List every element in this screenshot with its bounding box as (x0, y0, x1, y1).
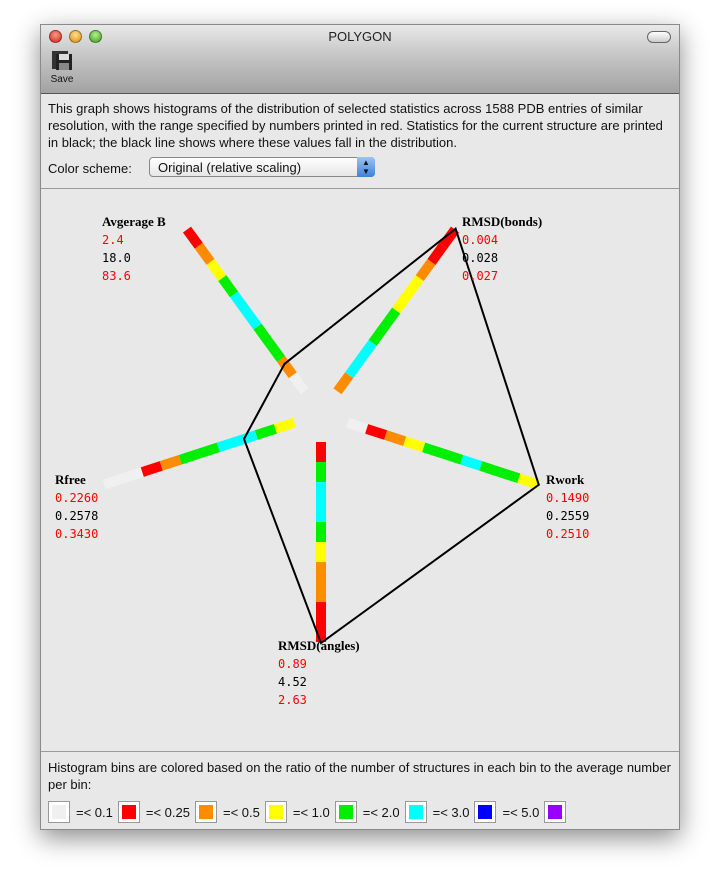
legend-label: =< 1.0 (292, 804, 330, 820)
description-panel: This graph shows histograms of the distr… (41, 94, 679, 189)
axis-value-current: 0.2578 (55, 509, 99, 523)
histogram-bin (415, 258, 436, 282)
legend-swatch (334, 801, 357, 823)
axis-value-max: 0.3430 (55, 527, 99, 541)
axis-label: Rwork (546, 472, 585, 487)
zoom-button[interactable] (89, 30, 102, 43)
legend-swatch (404, 801, 427, 823)
legend-swatch (474, 801, 497, 823)
histogram-bin (197, 442, 220, 459)
axis-value-min: 0.2260 (55, 491, 99, 505)
legend-label: =< 0.1 (76, 804, 113, 820)
color-scheme-value: Original (relative scaling) (158, 160, 302, 175)
axis-value-max: 0.027 (462, 269, 499, 283)
axis-value-max: 83.6 (102, 269, 131, 283)
histogram-bin (288, 372, 309, 395)
histogram-bin (392, 291, 413, 314)
legend-text: Histogram bins are colored based on the … (48, 760, 671, 792)
current-structure-polygon (242, 227, 540, 645)
polygon-window: POLYGON Save This graph shows histograms… (40, 24, 680, 830)
histogram-bin (178, 448, 201, 465)
save-label: Save (50, 74, 74, 85)
axis-label: Rfree (55, 472, 86, 487)
title-bar: POLYGON Save (41, 25, 679, 94)
axis-label: RMSD(angles) (278, 638, 360, 653)
axis-value-current: 0.2559 (546, 509, 590, 523)
histogram-bin (253, 323, 274, 346)
histogram-bin (229, 291, 250, 314)
description-text: This graph shows histograms of the distr… (48, 101, 663, 150)
histogram-bin (241, 307, 262, 330)
legend: =< 0.1 =< 0.25 =< 0.5 =< 1.0 =< 2.0 =< 3.0 =< … (48, 801, 567, 823)
legend-panel: Histogram bins are colored based on the … (41, 751, 679, 831)
legend-label: =< 0.5 (222, 804, 260, 820)
color-scheme-select[interactable]: Original (relative scaling) ▲ ▼ (149, 157, 375, 177)
histogram-bin (384, 430, 407, 446)
color-scheme-label: Color scheme: (48, 161, 132, 176)
select-arrows-icon: ▲ ▼ (357, 157, 375, 177)
histogram-bin (102, 473, 125, 490)
histogram-bin (356, 339, 377, 362)
histogram-bin (517, 473, 540, 490)
histogram-bin (345, 356, 366, 379)
histogram-bin (140, 461, 163, 477)
histogram-bin (346, 417, 369, 434)
polygon-chart (102, 226, 540, 645)
histogram-bin (365, 424, 388, 440)
legend-swatch (544, 801, 567, 823)
histogram-bin (498, 467, 521, 484)
legend-label: =< 5.0 (502, 804, 540, 820)
close-button[interactable] (49, 30, 62, 43)
save-button[interactable]: Save (49, 49, 75, 85)
histogram-bin (427, 242, 448, 265)
toolbar-toggle-button[interactable] (647, 31, 671, 43)
axis-value-current: 0.028 (462, 251, 499, 265)
legend-label: =< 2.0 (362, 804, 400, 820)
histogram-bin (254, 424, 277, 440)
histogram-bin (194, 242, 215, 265)
histogram-bin (380, 307, 401, 330)
histogram-bin (235, 430, 258, 446)
legend-swatch (48, 801, 70, 823)
axis-label: Avgerage B (102, 214, 166, 229)
histogram-bin (441, 448, 464, 465)
histogram-bin (439, 226, 460, 249)
legend-label: =< 0.25 (145, 804, 190, 820)
histogram-bin (159, 454, 182, 471)
histogram-bin (460, 454, 483, 471)
histogram-bin (479, 461, 502, 477)
histogram-bin (333, 372, 354, 395)
axis-value-max: 2.63 (278, 693, 307, 707)
legend-label: =< 3.0 (432, 804, 470, 820)
histogram-bin (218, 275, 239, 298)
minimize-button[interactable] (69, 30, 82, 43)
axis-value-min: 0.89 (278, 657, 307, 671)
window-title: POLYGON (328, 29, 392, 44)
axis-value-current: 18.0 (102, 251, 131, 265)
histogram-bin (422, 442, 445, 459)
histogram-bin (273, 417, 296, 434)
axis-value-min: 0.1490 (546, 491, 590, 505)
histogram-bin (265, 339, 286, 362)
histogram-bin (182, 226, 203, 249)
legend-swatch (194, 801, 217, 823)
floppy-disk-icon (52, 51, 72, 70)
histogram-bin (403, 275, 424, 298)
axis-value-max: 0.2510 (546, 527, 590, 541)
histogram-bin (276, 356, 297, 379)
legend-swatch (117, 801, 140, 823)
histogram-bin (368, 323, 389, 346)
axis-value-min: 0.004 (462, 233, 499, 247)
polygon-graph: Avgerage B 2.4 18.0 83.6 RMSD(bonds) 0.004 0.0… (41, 189, 679, 751)
axis-value-current: 4.52 (278, 675, 307, 689)
histogram-bin (121, 467, 144, 484)
histogram-bin (206, 258, 227, 282)
axis-value-min: 2.4 (102, 233, 124, 247)
axis-label: RMSD(bonds) (462, 214, 543, 229)
histogram-bin (403, 436, 426, 453)
legend-swatch (264, 801, 287, 823)
histogram-bin (216, 436, 239, 453)
